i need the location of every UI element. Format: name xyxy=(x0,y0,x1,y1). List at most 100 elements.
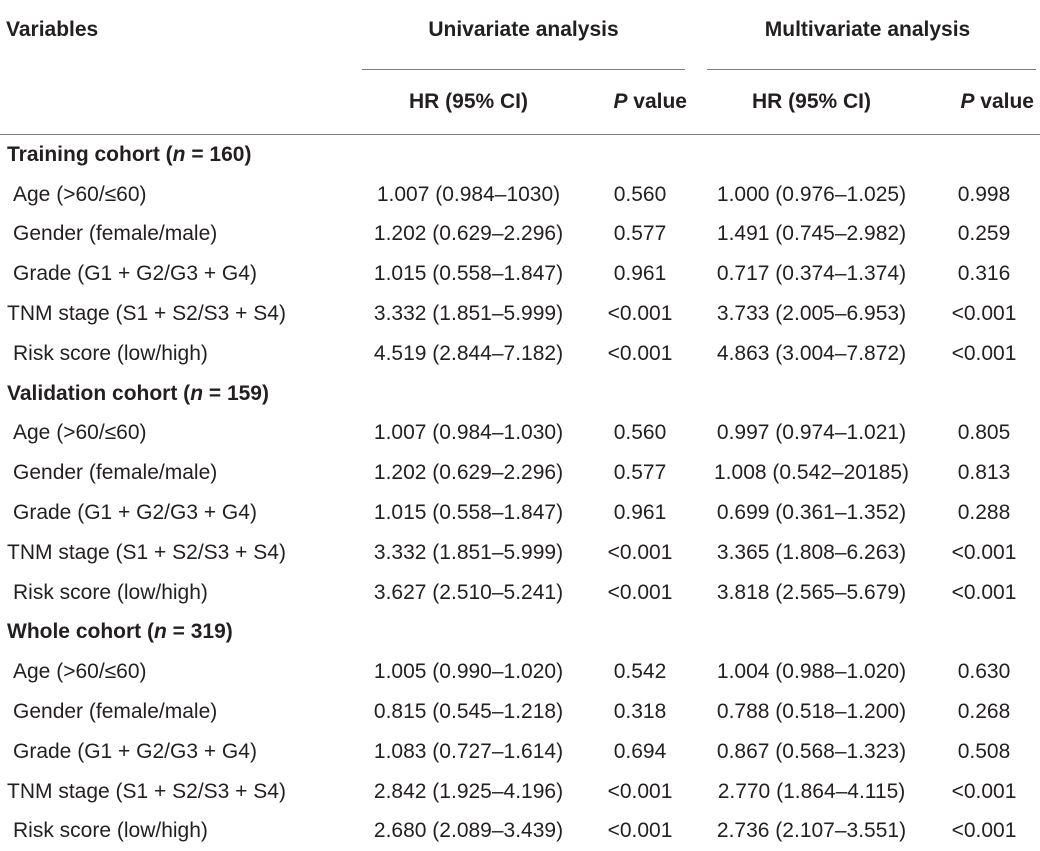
p-rest: value xyxy=(974,90,1034,113)
variable-label: TNM stage (S1 + S2/S3 + S4) xyxy=(0,294,352,334)
variable-label: TNM stage (S1 + S2/S3 + S4) xyxy=(0,772,352,812)
multi-p-cell: <0.001 xyxy=(928,812,1040,851)
multi-p-cell: 0.508 xyxy=(928,732,1040,772)
uni-p-cell: 0.318 xyxy=(585,692,695,732)
multi-hr-cell: 1.491 (0.745–2.982) xyxy=(695,215,928,255)
variables-header: Variables xyxy=(0,8,352,70)
results-table: Variables Univariate analysis Multivaria… xyxy=(0,8,1040,851)
section-title: Training cohort (n = 160) xyxy=(0,135,1040,175)
uni-p-cell: <0.001 xyxy=(585,294,695,334)
variable-label: TNM stage (S1 + S2/S3 + S4) xyxy=(0,533,352,573)
uni-p-cell: 0.577 xyxy=(585,215,695,255)
multi-hr-cell: 1.008 (0.542–20185) xyxy=(695,453,928,493)
uni-hr-cell: 1.015 (0.558–1.847) xyxy=(352,493,585,533)
multi-p-cell: 0.259 xyxy=(928,215,1040,255)
multi-hr-cell: 0.699 (0.361–1.352) xyxy=(695,493,928,533)
table-row: Risk score (low/high)2.680 (2.089–3.439)… xyxy=(0,812,1040,851)
table-row: Gender (female/male)0.815 (0.545–1.218)0… xyxy=(0,692,1040,732)
uni-hr-cell: 1.083 (0.727–1.614) xyxy=(352,732,585,772)
variable-label: Risk score (low/high) xyxy=(0,812,352,851)
section-title-n: n xyxy=(173,143,186,166)
table-row: Gender (female/male)1.202 (0.629–2.296)0… xyxy=(0,215,1040,255)
uni-hr-cell: 3.627 (2.510–5.241) xyxy=(352,573,585,613)
uni-p-cell: <0.001 xyxy=(585,812,695,851)
section-title: Whole cohort (n = 319) xyxy=(0,613,1040,653)
uni-p-cell: 0.961 xyxy=(585,493,695,533)
uni-p-cell: 0.542 xyxy=(585,652,695,692)
multi-hr-cell: 0.717 (0.374–1.374) xyxy=(695,254,928,294)
section-title-n: n xyxy=(154,620,167,643)
uni-hr-header: HR (95% CI) xyxy=(352,70,585,135)
variable-label: Age (>60/≤60) xyxy=(0,652,352,692)
section-header-row: Validation cohort (n = 159) xyxy=(0,374,1040,414)
multi-hr-cell: 0.867 (0.568–1.323) xyxy=(695,732,928,772)
uni-hr-cell: 3.332 (1.851–5.999) xyxy=(352,294,585,334)
section-title-n: n xyxy=(190,382,203,405)
uni-p-cell: 0.560 xyxy=(585,414,695,454)
uni-hr-cell: 4.519 (2.844–7.182) xyxy=(352,334,585,374)
uni-hr-cell: 1.015 (0.558–1.847) xyxy=(352,254,585,294)
table-row: Gender (female/male)1.202 (0.629–2.296)0… xyxy=(0,453,1040,493)
table-row: Risk score (low/high)3.627 (2.510–5.241)… xyxy=(0,573,1040,613)
section-title-suffix: = 319) xyxy=(167,620,233,643)
table-body: Training cohort (n = 160)Age (>60/≤60)1.… xyxy=(0,135,1040,851)
multi-hr-cell: 4.863 (3.004–7.872) xyxy=(695,334,928,374)
section-title-prefix: Validation cohort ( xyxy=(7,382,190,405)
uni-p-cell: 0.577 xyxy=(585,453,695,493)
multi-p-cell: 0.998 xyxy=(928,175,1040,215)
multi-hr-cell: 2.770 (1.864–4.115) xyxy=(695,772,928,812)
uni-p-cell: <0.001 xyxy=(585,772,695,812)
p-italic: P xyxy=(613,90,627,113)
section-title-suffix: = 160) xyxy=(186,143,252,166)
variable-label: Age (>60/≤60) xyxy=(0,175,352,215)
multi-p-cell: 0.268 xyxy=(928,692,1040,732)
p-italic: P xyxy=(960,90,974,113)
table-row: Grade (G1 + G2/G3 + G4)1.015 (0.558–1.84… xyxy=(0,493,1040,533)
section-title-prefix: Whole cohort ( xyxy=(7,620,154,643)
multi-hr-cell: 0.997 (0.974–1.021) xyxy=(695,414,928,454)
variable-label: Gender (female/male) xyxy=(0,692,352,732)
uni-hr-cell: 1.005 (0.990–1.020) xyxy=(352,652,585,692)
section-title-prefix: Training cohort ( xyxy=(7,143,173,166)
uni-hr-cell: 1.007 (0.984–1.030) xyxy=(352,414,585,454)
multi-p-cell: <0.001 xyxy=(928,294,1040,334)
uni-p-cell: <0.001 xyxy=(585,334,695,374)
multi-hr-cell: 1.004 (0.988–1.020) xyxy=(695,652,928,692)
uni-hr-cell: 3.332 (1.851–5.999) xyxy=(352,533,585,573)
table-row: TNM stage (S1 + S2/S3 + S4)3.332 (1.851–… xyxy=(0,533,1040,573)
multi-p-cell: <0.001 xyxy=(928,573,1040,613)
section-header-row: Training cohort (n = 160) xyxy=(0,135,1040,175)
variable-label: Gender (female/male) xyxy=(0,453,352,493)
p-rest: value xyxy=(627,90,687,113)
header-row-2: HR (95% CI) P value HR (95% CI) P value xyxy=(0,70,1040,135)
table-row: TNM stage (S1 + S2/S3 + S4)3.332 (1.851–… xyxy=(0,294,1040,334)
multi-hr-cell: 1.000 (0.976–1.025) xyxy=(695,175,928,215)
section-header-row: Whole cohort (n = 319) xyxy=(0,613,1040,653)
uni-p-cell: <0.001 xyxy=(585,573,695,613)
multi-hr-cell: 3.733 (2.005–6.953) xyxy=(695,294,928,334)
table-row: TNM stage (S1 + S2/S3 + S4)2.842 (1.925–… xyxy=(0,772,1040,812)
uni-hr-cell: 1.007 (0.984–1030) xyxy=(352,175,585,215)
table-row: Grade (G1 + G2/G3 + G4)1.083 (0.727–1.61… xyxy=(0,732,1040,772)
uni-hr-cell: 0.815 (0.545–1.218) xyxy=(352,692,585,732)
variable-label: Age (>60/≤60) xyxy=(0,414,352,454)
multi-p-cell: <0.001 xyxy=(928,772,1040,812)
table-row: Grade (G1 + G2/G3 + G4)1.015 (0.558–1.84… xyxy=(0,254,1040,294)
uni-hr-cell: 2.680 (2.089–3.439) xyxy=(352,812,585,851)
variable-label: Gender (female/male) xyxy=(0,215,352,255)
multi-p-header: P value xyxy=(928,70,1040,135)
section-title: Validation cohort (n = 159) xyxy=(0,374,1040,414)
multi-p-cell: 0.805 xyxy=(928,414,1040,454)
multi-p-cell: 0.316 xyxy=(928,254,1040,294)
header-row-1: Variables Univariate analysis Multivaria… xyxy=(0,8,1040,70)
table-row: Risk score (low/high)4.519 (2.844–7.182)… xyxy=(0,334,1040,374)
multi-hr-cell: 2.736 (2.107–3.551) xyxy=(695,812,928,851)
univariate-header: Univariate analysis xyxy=(352,8,695,70)
section-title-suffix: = 159) xyxy=(203,382,269,405)
multi-p-cell: <0.001 xyxy=(928,533,1040,573)
multi-p-cell: 0.630 xyxy=(928,652,1040,692)
uni-hr-cell: 2.842 (1.925–4.196) xyxy=(352,772,585,812)
multi-hr-cell: 0.788 (0.518–1.200) xyxy=(695,692,928,732)
